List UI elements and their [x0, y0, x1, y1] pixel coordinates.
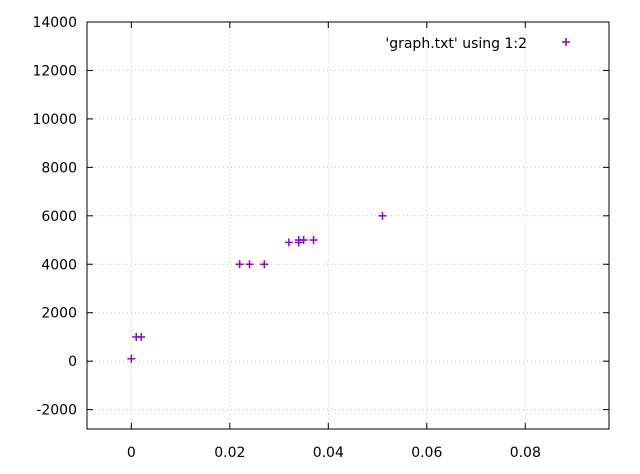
y-tick-label: 2000 — [41, 306, 77, 322]
y-tick-label: 8000 — [41, 160, 77, 176]
y-tick-label: 6000 — [41, 209, 77, 225]
data-point — [284, 238, 293, 247]
data-point — [309, 236, 318, 245]
x-tick-label: 0.04 — [313, 445, 344, 461]
data-points — [127, 211, 387, 363]
y-tick-label: 14000 — [32, 15, 77, 31]
y-tick-label: 12000 — [32, 63, 77, 79]
legend-marker-icon — [562, 38, 570, 46]
legend-marker-plus — [562, 38, 570, 46]
data-point — [127, 354, 136, 363]
plot-frame — [86, 21, 610, 430]
x-tick-label: 0.06 — [411, 445, 442, 461]
y-tick-label: 4000 — [41, 257, 77, 273]
y-tick-label: -2000 — [36, 403, 77, 419]
data-point — [299, 236, 308, 245]
x-tick-label: 0.02 — [214, 445, 245, 461]
data-point — [245, 260, 254, 269]
legend-label: 'graph.txt' using 1:2 — [385, 36, 527, 52]
axis-ticks — [87, 21, 609, 429]
data-point — [137, 332, 146, 341]
tick-labels: 0 0.02 0.04 0.06 0.08 -2000 0 2000 4000 6000 8000 1… — [32, 15, 540, 461]
y-tick-label: 0 — [68, 354, 77, 370]
legend: 'graph.txt' using 1:2 — [385, 36, 570, 52]
data-point — [235, 260, 244, 269]
data-point — [260, 260, 269, 269]
data-point — [378, 211, 387, 220]
y-tick-label: 10000 — [32, 112, 77, 128]
x-tick-label: 0.08 — [510, 445, 541, 461]
x-tick-label: 0 — [127, 445, 136, 461]
grid-lines — [87, 21, 609, 429]
